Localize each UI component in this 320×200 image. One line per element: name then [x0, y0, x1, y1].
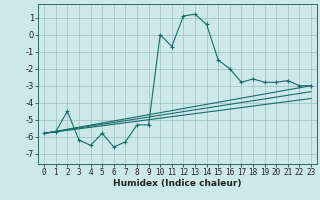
X-axis label: Humidex (Indice chaleur): Humidex (Indice chaleur): [113, 179, 242, 188]
